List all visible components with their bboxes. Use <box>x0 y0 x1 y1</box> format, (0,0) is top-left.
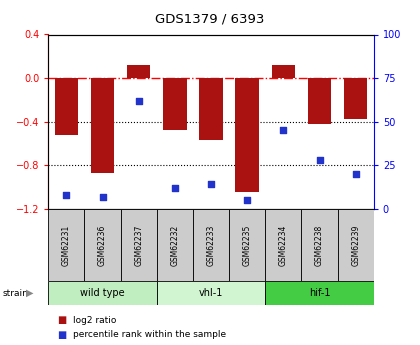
Bar <box>48 281 157 305</box>
Text: vhl-1: vhl-1 <box>199 288 223 298</box>
Text: GSM62231: GSM62231 <box>62 224 71 266</box>
Point <box>63 192 70 198</box>
Text: GSM62238: GSM62238 <box>315 224 324 266</box>
Bar <box>200 78 223 140</box>
Point <box>135 98 142 104</box>
Bar <box>308 78 331 124</box>
Text: hif-1: hif-1 <box>309 288 330 298</box>
Bar <box>157 209 193 281</box>
Bar <box>84 209 121 281</box>
Text: ▶: ▶ <box>26 288 34 298</box>
Text: GSM62235: GSM62235 <box>243 224 252 266</box>
Text: wild type: wild type <box>80 288 125 298</box>
Text: percentile rank within the sample: percentile rank within the sample <box>73 330 226 339</box>
Point <box>244 197 251 203</box>
Bar <box>55 78 78 135</box>
Bar <box>121 209 157 281</box>
Point <box>208 181 215 187</box>
Bar <box>338 209 374 281</box>
Bar <box>302 209 338 281</box>
Bar <box>127 65 150 78</box>
Bar <box>193 209 229 281</box>
Text: GDS1379 / 6393: GDS1379 / 6393 <box>155 12 265 25</box>
Bar <box>344 78 368 119</box>
Point <box>316 157 323 163</box>
Bar <box>163 78 186 130</box>
Point <box>171 185 178 190</box>
Bar <box>272 65 295 78</box>
Bar <box>229 209 265 281</box>
Text: GSM62237: GSM62237 <box>134 224 143 266</box>
Bar <box>265 281 374 305</box>
Point <box>99 194 106 199</box>
Point <box>352 171 359 177</box>
Text: ■: ■ <box>57 315 66 325</box>
Text: strain: strain <box>2 289 28 298</box>
Text: GSM62234: GSM62234 <box>279 224 288 266</box>
Bar <box>236 78 259 193</box>
Text: log2 ratio: log2 ratio <box>73 316 116 325</box>
Text: GSM62236: GSM62236 <box>98 224 107 266</box>
Bar <box>91 78 114 173</box>
Bar <box>48 209 84 281</box>
Point <box>280 128 287 133</box>
Bar <box>265 209 302 281</box>
Text: GSM62239: GSM62239 <box>351 224 360 266</box>
Bar <box>157 281 265 305</box>
Text: GSM62232: GSM62232 <box>171 224 179 266</box>
Text: ■: ■ <box>57 330 66 339</box>
Text: GSM62233: GSM62233 <box>207 224 215 266</box>
